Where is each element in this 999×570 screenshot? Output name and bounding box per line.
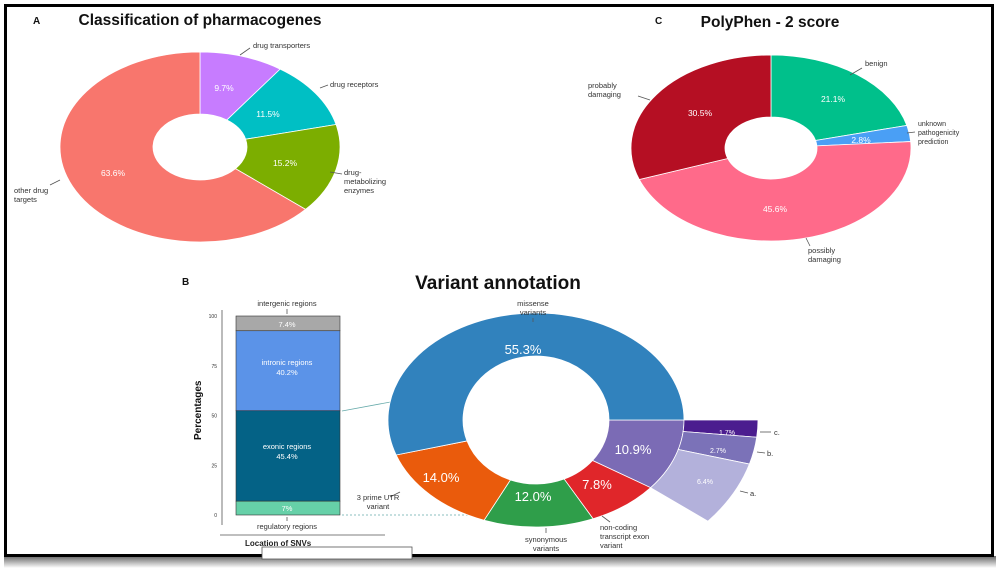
bar-segment [235, 330, 341, 412]
chart-c-category-label: possibly damaging [808, 246, 841, 264]
bar-category-label: exonic regions [263, 442, 312, 451]
y-tick-label: 25 [211, 463, 217, 469]
chart-c-category-label: unknown pathogenicity prediction [918, 121, 960, 146]
chart-a-category-label: drug transporters [253, 41, 310, 50]
panel-label-b: B [182, 277, 189, 288]
chart-c-value-label: 45.6% [763, 204, 788, 214]
figure-frame [4, 4, 994, 557]
chart-b-slice [387, 312, 685, 456]
chart-c-value-label: 2.8% [851, 135, 871, 145]
chart-c-category-label: probably damaging [588, 81, 621, 99]
bar-segment [235, 315, 341, 332]
panel-label-a: A [33, 16, 40, 27]
breakdown-value-label: 2.7% [710, 448, 726, 455]
chart-a-leaders [49, 47, 343, 186]
chart-b-category-label: non-coding transcript exon variant [600, 523, 649, 550]
x-axis-label: Location of SNVs [245, 539, 312, 548]
y-tick-label: 0 [214, 513, 217, 519]
chart-b-value-label: 7.8% [582, 477, 612, 492]
chart-c-slice [770, 54, 908, 141]
chart-a-category-label: drug receptors [330, 80, 379, 89]
bar-value-label: 45.4% [276, 452, 298, 461]
bar-value-label: 40.2% [276, 368, 298, 377]
chart-a-value-label: 63.6% [101, 168, 126, 178]
chart-a-value-label: 9.7% [214, 83, 234, 93]
connector-line [341, 400, 397, 412]
chart-a-slices [59, 51, 341, 243]
chart-b-category-label: 3 prime UTR variant [357, 493, 400, 511]
chart-b-category-label: synonymous variants [525, 535, 567, 553]
chart-b-category-label: missense variants [517, 299, 549, 317]
chart-b-value-label: 14.0% [423, 470, 460, 485]
chart-c-title: PolyPhen - 2 score [701, 14, 840, 31]
y-tick-label: 100 [209, 314, 218, 320]
bar-category-label: intronic regions [262, 358, 313, 367]
bar-value-label: 7.4% [278, 320, 295, 329]
chart-b-value-label: 12.0% [515, 489, 552, 504]
bar-category-label: intergenic regions [257, 299, 316, 308]
chart-b-slices [387, 312, 759, 528]
chart-b-title: Variant annotation [415, 273, 581, 294]
y-axis-label: Percentages [193, 380, 204, 440]
chart-c-slice [638, 141, 912, 242]
y-axis-ticks: 0 25 50 75 100 [209, 314, 218, 519]
chart-a-category-label: other drug targets [14, 186, 48, 204]
breakdown-category-label: b. [767, 449, 773, 458]
chart-a-slice [226, 68, 337, 140]
cropped-caption-box [261, 546, 413, 560]
chart-a-value-label: 15.2% [273, 158, 298, 168]
chart-c-slices [630, 54, 912, 242]
chart-c-category-label: benign [865, 59, 888, 68]
chart-a-title: Classification of pharmacogenes [79, 12, 322, 29]
chart-b-leaders [389, 318, 771, 533]
chart-a-category-label: drug-metabolizing enzymes [344, 168, 386, 195]
stacked-bar [235, 315, 341, 516]
breakdown-category-label: c. [774, 428, 780, 437]
bar-segment [235, 410, 341, 502]
breakdown-value-label: 6.4% [697, 479, 713, 486]
chart-a-value-label: 11.5% [256, 109, 280, 119]
chart-c-value-label: 30.5% [688, 108, 713, 118]
panel-label-c: C [655, 16, 662, 27]
chart-b-value-label: 55.3% [505, 342, 542, 357]
chart-c-leaders [637, 67, 916, 247]
chart-c-value-label: 21.1% [821, 94, 846, 104]
breakdown-slice [649, 449, 750, 522]
chart-a-slice [234, 124, 341, 210]
chart-a-slice [59, 51, 307, 243]
bar-value-label: 7% [282, 504, 293, 513]
y-tick-label: 50 [211, 414, 217, 420]
breakdown-category-label: a. [750, 489, 756, 498]
bar-category-label: regulatory regions [257, 522, 317, 531]
y-tick-label: 75 [211, 364, 217, 370]
frame-shadow [4, 556, 996, 568]
breakdown-value-label: 1.7% [719, 430, 735, 437]
chart-c-slice [630, 54, 772, 180]
chart-b-value-label: 10.9% [615, 442, 652, 457]
